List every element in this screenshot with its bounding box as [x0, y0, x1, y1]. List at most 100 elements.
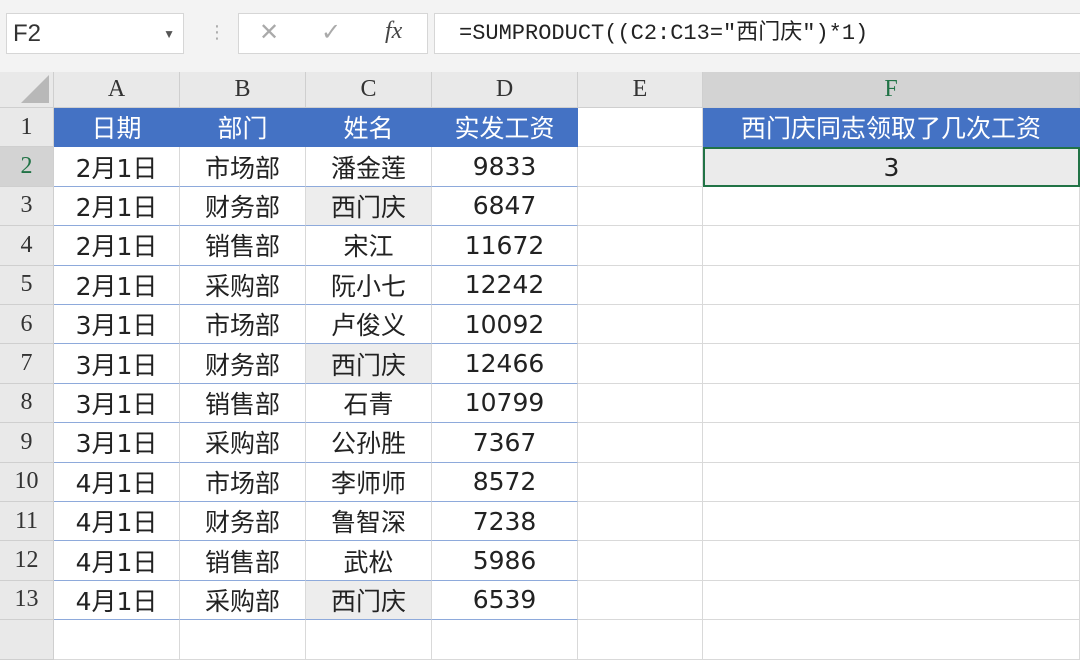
table-cell[interactable]: 2月1日	[54, 265, 180, 305]
table-cell[interactable]: 11672	[432, 226, 578, 266]
table-cell[interactable]: 宋江	[306, 226, 432, 266]
cell[interactable]	[703, 462, 1080, 502]
table-cell[interactable]: 6539	[432, 580, 578, 621]
table-cell[interactable]: 武松	[306, 541, 432, 581]
table-cell[interactable]: 12242	[432, 265, 578, 305]
cell[interactable]	[703, 344, 1080, 384]
table-cell[interactable]: 3月1日	[54, 305, 180, 345]
table-cell[interactable]: 2月1日	[54, 226, 180, 266]
cell[interactable]	[578, 226, 703, 266]
insert-function-icon[interactable]: fx	[385, 18, 403, 44]
table-cell[interactable]: 6847	[432, 186, 578, 227]
cell[interactable]	[54, 620, 180, 660]
table-cell[interactable]: 销售部	[180, 226, 306, 266]
row-header-13[interactable]: 13	[0, 580, 54, 621]
cell[interactable]	[578, 580, 703, 621]
cell[interactable]	[578, 108, 703, 148]
cell[interactable]	[578, 383, 703, 424]
table-cell[interactable]: 2月1日	[54, 147, 180, 187]
table-cell[interactable]: 潘金莲	[306, 147, 432, 187]
row-header-9[interactable]: 9	[0, 423, 54, 463]
table-cell[interactable]: 李师师	[306, 462, 432, 502]
table-cell[interactable]: 市场部	[180, 462, 306, 502]
table-cell[interactable]: 市场部	[180, 305, 306, 345]
table-cell[interactable]: 3月1日	[54, 344, 180, 384]
cell[interactable]	[703, 620, 1080, 660]
table-cell[interactable]: 4月1日	[54, 502, 180, 542]
cell[interactable]	[578, 344, 703, 384]
table-cell[interactable]: 卢俊义	[306, 305, 432, 345]
table-cell[interactable]: 4月1日	[54, 462, 180, 502]
table-cell[interactable]: 市场部	[180, 147, 306, 187]
cell[interactable]	[703, 423, 1080, 463]
cell[interactable]	[703, 305, 1080, 345]
row-header-10[interactable]: 10	[0, 462, 54, 502]
table-cell[interactable]: 采购部	[180, 423, 306, 463]
row-header-11[interactable]: 11	[0, 502, 54, 542]
cell[interactable]	[703, 580, 1080, 621]
cell[interactable]	[578, 502, 703, 542]
cell[interactable]	[578, 541, 703, 581]
table-cell[interactable]: 销售部	[180, 383, 306, 424]
table-cell[interactable]: 5986	[432, 541, 578, 581]
column-header-f[interactable]: F	[703, 72, 1080, 108]
cell[interactable]	[703, 226, 1080, 266]
name-box[interactable]: F2 ▼	[6, 13, 184, 54]
cell[interactable]	[306, 620, 432, 660]
cell[interactable]	[432, 620, 578, 660]
row-header-8[interactable]: 8	[0, 383, 54, 424]
formula-input[interactable]: =SUMPRODUCT((C2:C13="西门庆")*1)	[434, 13, 1080, 54]
cell[interactable]	[703, 186, 1080, 227]
table-cell[interactable]: 2月1日	[54, 186, 180, 227]
cancel-icon[interactable]: ✕	[259, 18, 280, 46]
column-header-b[interactable]: B	[180, 72, 306, 108]
cell[interactable]	[703, 265, 1080, 305]
row-header-2[interactable]: 2	[0, 147, 54, 187]
table-header-cell[interactable]: 部门	[180, 108, 306, 148]
table-cell[interactable]: 采购部	[180, 580, 306, 621]
table-cell[interactable]: 12466	[432, 344, 578, 384]
column-header-c[interactable]: C	[306, 72, 432, 108]
cell[interactable]	[578, 186, 703, 227]
cell[interactable]	[578, 147, 703, 187]
table-cell[interactable]: 财务部	[180, 344, 306, 384]
table-cell[interactable]: 西门庆	[306, 186, 432, 227]
table-cell[interactable]: 7367	[432, 423, 578, 463]
row-header-7[interactable]: 7	[0, 344, 54, 384]
table-cell[interactable]: 4月1日	[54, 541, 180, 581]
result-value-cell[interactable]: 3	[703, 147, 1080, 187]
cell[interactable]	[180, 620, 306, 660]
row-header-12[interactable]: 12	[0, 541, 54, 581]
table-cell[interactable]: 采购部	[180, 265, 306, 305]
table-header-cell[interactable]: 日期	[54, 108, 180, 148]
check-icon[interactable]: ✓	[321, 18, 342, 46]
row-header-3[interactable]: 3	[0, 186, 54, 227]
table-cell[interactable]: 10092	[432, 305, 578, 345]
column-header-d[interactable]: D	[432, 72, 578, 108]
row-header-5[interactable]: 5	[0, 265, 54, 305]
row-header-1[interactable]: 1	[0, 108, 54, 148]
table-cell[interactable]: 西门庆	[306, 580, 432, 621]
cell[interactable]	[578, 265, 703, 305]
column-header-a[interactable]: A	[54, 72, 180, 108]
table-cell[interactable]: 3月1日	[54, 383, 180, 424]
cell[interactable]	[703, 541, 1080, 581]
table-cell[interactable]: 财务部	[180, 186, 306, 227]
table-cell[interactable]: 销售部	[180, 541, 306, 581]
select-all-button[interactable]	[0, 72, 54, 108]
cell[interactable]	[578, 423, 703, 463]
cell[interactable]	[578, 305, 703, 345]
cell[interactable]	[703, 383, 1080, 424]
cell[interactable]	[578, 620, 703, 660]
table-cell[interactable]: 7238	[432, 502, 578, 542]
cell[interactable]	[703, 502, 1080, 542]
table-cell[interactable]: 石青	[306, 383, 432, 424]
table-cell[interactable]: 4月1日	[54, 580, 180, 621]
table-cell[interactable]: 9833	[432, 147, 578, 187]
row-header-4[interactable]: 4	[0, 226, 54, 266]
table-cell[interactable]: 8572	[432, 462, 578, 502]
table-cell[interactable]: 西门庆	[306, 344, 432, 384]
row-header[interactable]	[0, 620, 54, 660]
table-cell[interactable]: 财务部	[180, 502, 306, 542]
column-header-e[interactable]: E	[578, 72, 703, 108]
